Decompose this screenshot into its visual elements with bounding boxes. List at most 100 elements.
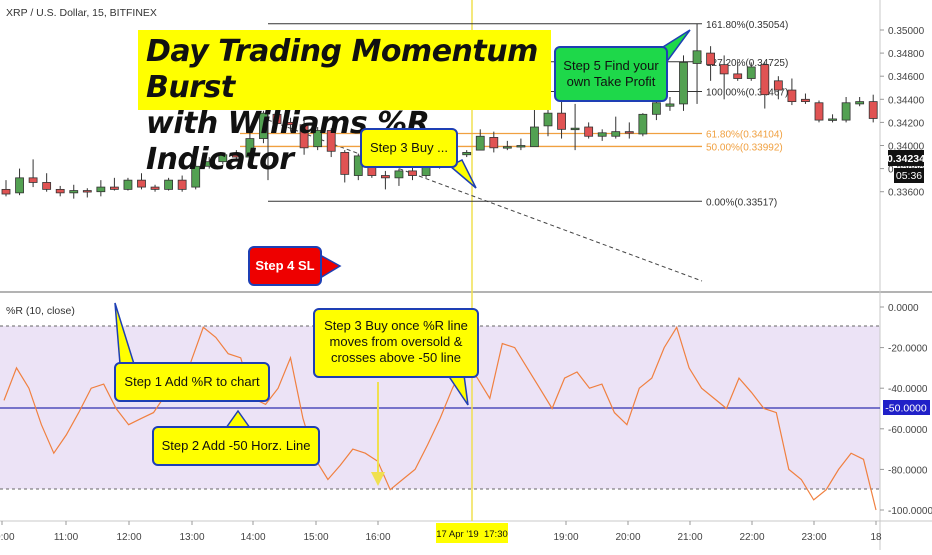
candle	[665, 96, 675, 111]
candle-body	[15, 177, 24, 194]
step2-text: Step 2 Add -50 Horz. Line	[161, 438, 311, 453]
candle	[841, 96, 851, 123]
step3-short-text: Step 3 Buy ...	[369, 140, 449, 155]
candle	[42, 173, 52, 192]
current-price-label: 0.34234	[887, 153, 925, 165]
candle-body	[557, 112, 566, 130]
candle-body	[96, 186, 106, 193]
candle-body	[286, 122, 295, 126]
candle-body	[855, 101, 865, 105]
time-tick-label: 14:00	[240, 532, 265, 543]
candle	[69, 184, 79, 199]
candle	[340, 150, 350, 183]
chart-title[interactable]: Day Trading Momentum Burst with Williams…	[138, 30, 551, 177]
r-tick-label: -20.0000	[888, 344, 928, 355]
step4-text: Step 4 SL	[255, 258, 315, 273]
step5-callout[interactable]: Step 5 Find your own Take Profit	[554, 46, 668, 102]
candle	[231, 150, 241, 160]
time-tick-label: 11:00	[54, 532, 79, 543]
candle-body	[204, 161, 214, 167]
candle	[868, 94, 878, 123]
candle	[502, 140, 512, 151]
candle-body	[380, 175, 390, 179]
candle-body	[638, 113, 648, 135]
step3-short-callout[interactable]: Step 3 Buy ...	[360, 128, 458, 168]
fib-level-label: 100.00%(0.34467)	[706, 88, 788, 99]
step3-long-line1: Step 3 Buy once %R line	[324, 318, 468, 333]
candle	[584, 122, 594, 139]
candle	[773, 76, 783, 100]
candle-body	[868, 101, 878, 119]
candle	[204, 157, 214, 169]
candle-body	[150, 186, 160, 190]
candle	[1, 180, 11, 197]
candle-body	[28, 177, 38, 183]
r-tick-label: -80.0000	[888, 465, 928, 476]
candle-body	[516, 145, 526, 148]
candle	[137, 173, 146, 190]
candle	[692, 23, 702, 104]
price-tick-label: 0.34600	[888, 72, 925, 83]
time-tick-label: 19:00	[553, 532, 578, 543]
candle-body	[218, 154, 228, 163]
r-tick-label: -60.0000	[888, 425, 928, 436]
time-tick-label: 10:00	[0, 532, 15, 543]
candle-body	[530, 126, 539, 148]
crosshair-time-label: 17 Apr '19 17:30	[436, 529, 508, 540]
candle	[489, 131, 499, 153]
candle	[191, 161, 201, 190]
minus50-axis-marker	[883, 400, 930, 415]
candle-body	[746, 66, 756, 79]
candle	[82, 188, 92, 198]
fib-level-label: 50.00%(0.33992)	[706, 142, 783, 153]
step4-callout[interactable]: Step 4 SL	[248, 246, 322, 286]
candle	[597, 129, 607, 141]
candle-body	[760, 64, 770, 96]
candle-body	[652, 102, 661, 115]
time-tick-label: 18	[870, 532, 882, 543]
candle	[299, 120, 309, 155]
candle-body	[841, 102, 851, 121]
fib-level-label: 127.20%(0.34725)	[706, 58, 788, 69]
fib-level-label: 161.80%(0.35054)	[706, 20, 788, 31]
step3-long-line2: moves from oversold &	[329, 334, 463, 349]
current-price-marker	[888, 150, 924, 166]
r-tick-label: -100.0000	[888, 506, 932, 517]
candle-body	[624, 131, 634, 134]
candle	[218, 152, 228, 164]
time-tick-label: 15:00	[303, 532, 328, 543]
time-axis[interactable]: 10:00 11:00 12:00 13:00 14:00 15:00 16:00 19:00…	[0, 521, 882, 543]
candle-body	[326, 130, 336, 152]
fib-level-label: 61.80%(0.34104)	[706, 129, 783, 140]
symbol-label: XRP / U.S. Dollar, 15, BITFINEX	[6, 7, 157, 19]
candle	[475, 129, 485, 151]
candle	[313, 127, 323, 151]
step3-long-callout[interactable]: Step 3 Buy once %R line moves from overs…	[313, 308, 479, 378]
candlestick-series	[1, 23, 878, 199]
candle-body	[259, 112, 268, 139]
candle-body	[706, 52, 715, 66]
time-tick-label: 16:00	[365, 532, 390, 543]
candle-body	[665, 103, 675, 107]
r-axis[interactable]: 0.0000 -20.0000 -40.0000 -60.0000 -80.0000 -1…	[880, 303, 932, 517]
candle	[760, 62, 770, 109]
candle	[733, 62, 743, 81]
countdown-label: 05:36	[896, 170, 922, 182]
candle	[855, 96, 865, 107]
williams-r-series	[3, 325, 877, 511]
candle	[164, 177, 174, 191]
candle-body	[164, 179, 174, 190]
candle	[123, 177, 133, 191]
step5-line1: Step 5 Find your	[563, 58, 659, 73]
candle-body	[272, 113, 282, 124]
step1-callout[interactable]: Step 1 Add %R to chart	[114, 362, 270, 402]
step2-callout[interactable]: Step 2 Add -50 Horz. Line	[152, 426, 320, 466]
candle-body	[801, 98, 810, 103]
candle	[259, 110, 268, 144]
candle-body	[773, 80, 783, 91]
candle	[516, 138, 526, 151]
step1-text: Step 1 Add %R to chart	[124, 374, 260, 389]
candle-body	[584, 126, 594, 137]
candle	[462, 150, 472, 158]
